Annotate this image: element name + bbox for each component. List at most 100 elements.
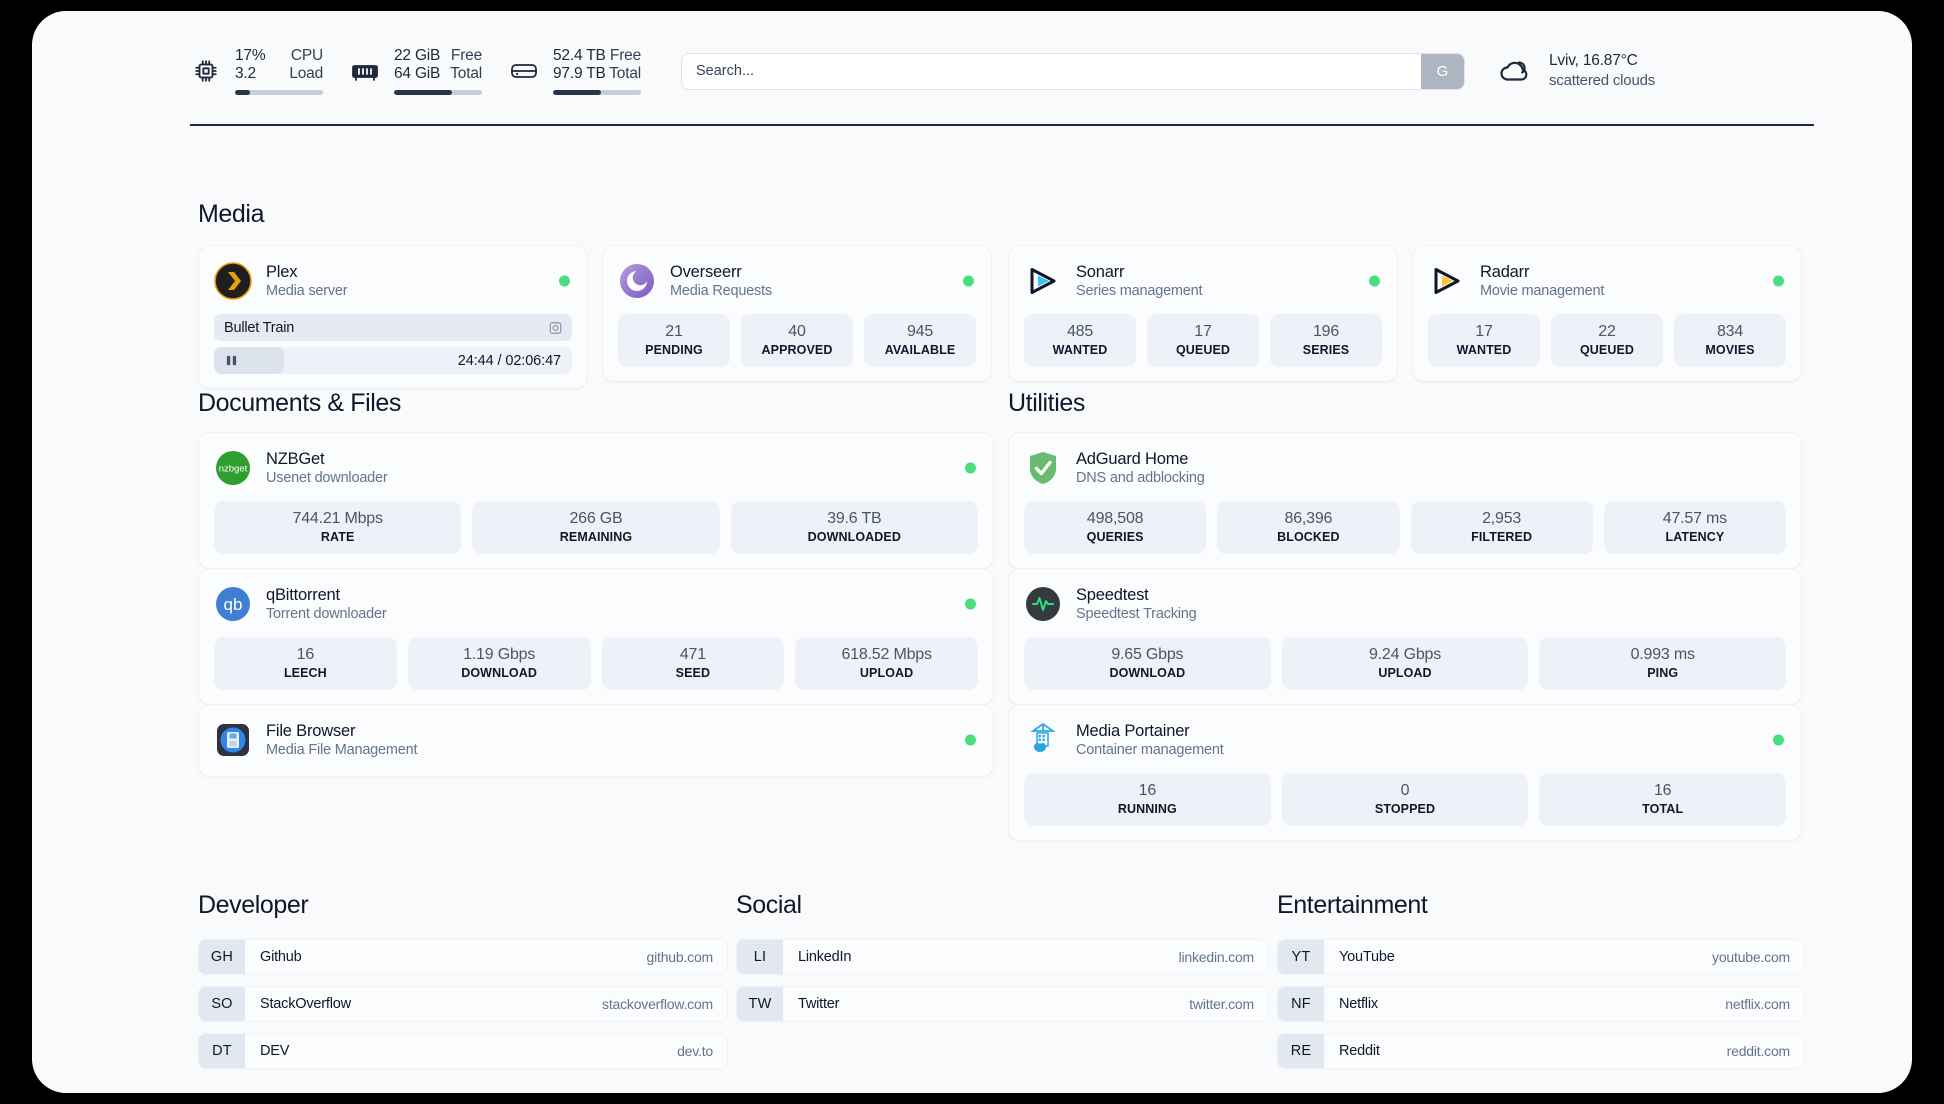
stat-value: 945 bbox=[906, 323, 934, 340]
bookmark-item[interactable]: YT YouTube youtube.com bbox=[1277, 939, 1805, 975]
stat-label: REMAINING bbox=[559, 530, 633, 544]
overseerr-icon bbox=[618, 262, 656, 300]
speedtest-icon bbox=[1024, 585, 1062, 623]
file-browser-icon bbox=[214, 721, 252, 759]
stat-tile: 9.65 Gbps DOWNLOAD bbox=[1024, 637, 1271, 690]
bookmark-badge: YT bbox=[1278, 940, 1324, 974]
cast-icon[interactable] bbox=[548, 320, 563, 335]
plex-progress-row[interactable]: 24:44 / 02:06:47 bbox=[214, 347, 572, 374]
service-card-nzbget[interactable]: nzbget NZBGet Usenet downloader 744.21 M… bbox=[198, 432, 994, 569]
stat-label: WANTED bbox=[1456, 343, 1512, 357]
portainer-icon bbox=[1024, 721, 1062, 759]
svg-text:nzbget: nzbget bbox=[219, 464, 248, 475]
memory-free-value: 22 GiB bbox=[394, 47, 441, 64]
stat-label: RATE bbox=[320, 530, 355, 544]
service-subtitle: Series management bbox=[1076, 282, 1203, 299]
stat-label: APPROVED bbox=[761, 343, 833, 357]
service-subtitle: Media File Management bbox=[266, 741, 418, 758]
bookmark-item[interactable]: GH Github github.com bbox=[198, 939, 728, 975]
stat-tile: 485 WANTED bbox=[1024, 314, 1136, 367]
service-card-speedtest[interactable]: Speedtest Speedtest Tracking 9.65 Gbps D… bbox=[1008, 568, 1802, 705]
stat-tile: 618.52 Mbps UPLOAD bbox=[795, 637, 978, 690]
service-card-sonarr[interactable]: Sonarr Series management 485 WANTED 17 Q… bbox=[1008, 245, 1398, 382]
bookmark-item[interactable]: SO StackOverflow stackoverflow.com bbox=[198, 986, 728, 1022]
disk-total-value: 97.9 TB bbox=[553, 65, 606, 82]
service-card-portainer[interactable]: Media Portainer Container management 16 … bbox=[1008, 704, 1802, 841]
bookmark-url: netflix.com bbox=[1725, 996, 1790, 1012]
radarr-icon bbox=[1428, 262, 1466, 300]
bookmark-item[interactable]: DT DEV dev.to bbox=[198, 1033, 728, 1069]
service-subtitle: Container management bbox=[1076, 741, 1224, 758]
ram-icon bbox=[349, 55, 381, 87]
bookmark-item[interactable]: TW Twitter twitter.com bbox=[736, 986, 1269, 1022]
service-card-adguard[interactable]: AdGuard Home DNS and adblocking 498,508 … bbox=[1008, 432, 1802, 569]
memory-total-value: 64 GiB bbox=[394, 65, 441, 82]
stat-tile: 498,508 QUERIES bbox=[1024, 501, 1207, 554]
stat-value: 485 bbox=[1066, 323, 1094, 340]
cpu-usage-bar bbox=[235, 90, 323, 95]
media-section-title: Media bbox=[198, 200, 265, 228]
stat-value: 266 GB bbox=[569, 510, 623, 527]
bookmark-name: Reddit bbox=[1339, 1043, 1380, 1059]
service-subtitle: DNS and adblocking bbox=[1076, 469, 1205, 486]
service-name: File Browser bbox=[266, 721, 356, 740]
memory-total-label: Total bbox=[450, 65, 482, 82]
bookmark-name: YouTube bbox=[1339, 949, 1395, 965]
stat-label: PENDING bbox=[645, 343, 703, 357]
bookmark-item[interactable]: NF Netflix netflix.com bbox=[1277, 986, 1805, 1022]
cpu-icon bbox=[190, 55, 222, 87]
stat-tile: 834 MOVIES bbox=[1674, 314, 1786, 367]
stat-tile: 1.19 Gbps DOWNLOAD bbox=[407, 637, 591, 690]
pause-icon[interactable] bbox=[225, 354, 238, 367]
stat-label: AVAILABLE bbox=[884, 343, 956, 357]
status-indicator-online bbox=[965, 598, 976, 610]
disk-usage-bar bbox=[553, 90, 641, 95]
bookmark-item[interactable]: RE Reddit reddit.com bbox=[1277, 1033, 1805, 1069]
status-indicator-online bbox=[559, 275, 570, 287]
search-input[interactable] bbox=[681, 52, 1465, 90]
bookmark-url: reddit.com bbox=[1726, 1043, 1791, 1059]
bookmark-name: Github bbox=[260, 949, 302, 965]
cpu-load-value: 3.2 bbox=[235, 65, 256, 82]
stat-value: 22 bbox=[1598, 323, 1616, 340]
service-card-qbittorrent[interactable]: qb qBittorrent Torrent downloader 16 LEE… bbox=[198, 568, 994, 705]
plex-progress-fill bbox=[214, 347, 284, 374]
service-name: Plex bbox=[266, 262, 298, 281]
bookmark-url: twitter.com bbox=[1189, 996, 1254, 1012]
bookmark-badge: SO bbox=[199, 987, 245, 1021]
service-card-plex[interactable]: Plex Media server Bullet Train bbox=[198, 245, 588, 389]
stat-value: 196 bbox=[1312, 323, 1340, 340]
service-subtitle: Speedtest Tracking bbox=[1076, 605, 1197, 622]
stat-value: 47.57 ms bbox=[1662, 510, 1727, 527]
service-subtitle: Movie management bbox=[1480, 282, 1605, 299]
stat-label: BLOCKED bbox=[1277, 530, 1340, 544]
stat-tile: 16 TOTAL bbox=[1539, 773, 1787, 826]
disk-icon bbox=[508, 55, 540, 87]
documents-section-title: Documents & Files bbox=[198, 389, 401, 417]
bookmark-group-social: Social LI LinkedIn linkedin.com TW Twitt… bbox=[736, 891, 1269, 1033]
disk-free-label: Free bbox=[609, 47, 641, 64]
service-card-overseerr[interactable]: Overseerr Media Requests 21 PENDING 40 A… bbox=[602, 245, 992, 382]
dashboard-page: 17% CPU 3.2 Load 22 bbox=[32, 11, 1912, 1093]
status-indicator-online bbox=[1773, 734, 1784, 746]
stat-label: FILTERED bbox=[1471, 530, 1533, 544]
bookmark-badge: NF bbox=[1278, 987, 1324, 1021]
stat-label: QUEUED bbox=[1579, 343, 1635, 357]
search-submit-button[interactable]: G bbox=[1421, 53, 1464, 89]
bookmark-group-title: Entertainment bbox=[1277, 891, 1428, 919]
stat-label: SERIES bbox=[1302, 343, 1350, 357]
stat-label: PING bbox=[1647, 666, 1679, 680]
service-card-filebrowser[interactable]: File Browser Media File Management bbox=[198, 704, 994, 777]
stat-value: 498,508 bbox=[1086, 510, 1144, 527]
bookmark-name: LinkedIn bbox=[798, 949, 852, 965]
service-card-radarr[interactable]: Radarr Movie management 17 WANTED 22 QUE… bbox=[1412, 245, 1802, 382]
stat-value: 40 bbox=[788, 323, 806, 340]
plex-now-playing-row[interactable]: Bullet Train bbox=[214, 314, 572, 341]
stat-label: DOWNLOADED bbox=[807, 530, 901, 544]
stat-label: RUNNING bbox=[1117, 802, 1177, 816]
bookmark-url: stackoverflow.com bbox=[602, 996, 713, 1012]
stat-tile: 86,396 BLOCKED bbox=[1217, 501, 1400, 554]
bookmark-group-title: Developer bbox=[198, 891, 309, 919]
bookmark-item[interactable]: LI LinkedIn linkedin.com bbox=[736, 939, 1269, 975]
stat-value: 17 bbox=[1475, 323, 1493, 340]
